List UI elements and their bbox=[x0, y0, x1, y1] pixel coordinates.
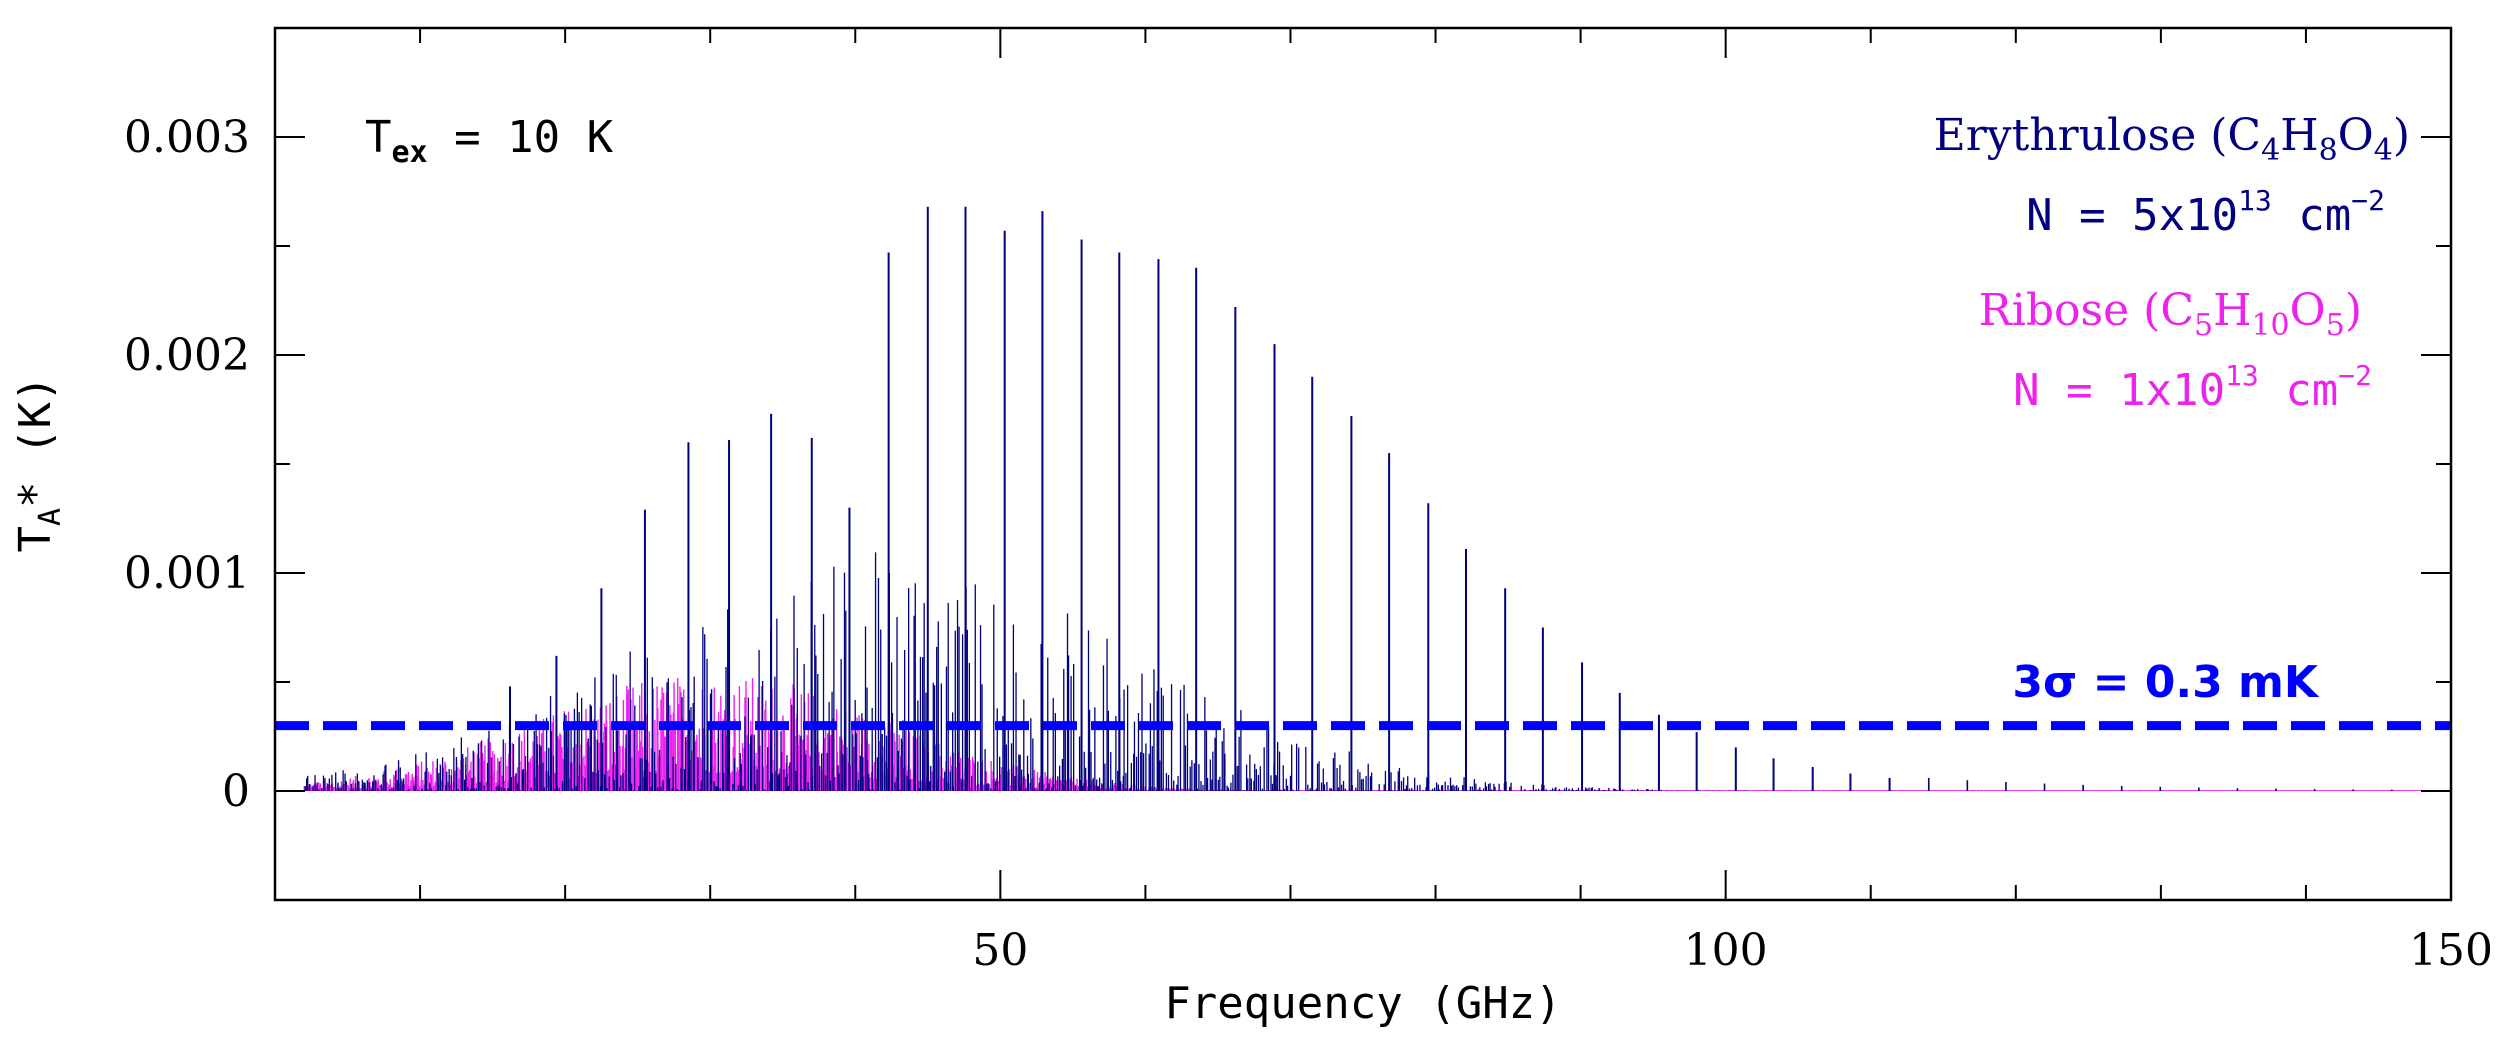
rib-n-exp: 13 bbox=[2225, 359, 2259, 392]
y-axis-title: TA* (K) bbox=[10, 375, 68, 552]
tex-sub: ex bbox=[392, 135, 428, 170]
legend-ribose-density: N = 1x1013 cm−2 bbox=[2013, 359, 2372, 416]
x-axis-title: Frequency (GHz) bbox=[1164, 978, 1561, 1029]
legend-ribose-name: Ribose (C5H10O5) bbox=[1979, 285, 2362, 343]
y-tick-label: 0.002 bbox=[124, 330, 250, 381]
ery-f-o: O bbox=[2338, 110, 2374, 161]
y-axis-title-sub: A bbox=[33, 508, 68, 526]
rib-f-s1: 5 bbox=[2194, 308, 2213, 343]
excitation-temperature-label: Tex = 10 K bbox=[365, 112, 614, 170]
y-axis-title-t: T bbox=[10, 526, 61, 553]
tex-rest: = 10 K bbox=[428, 112, 614, 163]
ery-f-s3: 4 bbox=[2374, 133, 2393, 168]
ery-f-open: (C bbox=[2210, 110, 2261, 161]
y-tick-label: 0.003 bbox=[124, 112, 250, 163]
rib-f-close: ) bbox=[2345, 285, 2362, 336]
x-tick-label: 150 bbox=[2409, 925, 2493, 976]
legend-erythrulose-density: N = 5x1013 cm−2 bbox=[2026, 184, 2385, 241]
ery-n-unit: cm bbox=[2272, 190, 2351, 241]
ery-n-pre: N = 5x10 bbox=[2026, 190, 2238, 241]
y-axis-title-rest: * (K) bbox=[10, 375, 61, 507]
ery-f-h: H bbox=[2280, 110, 2318, 161]
ery-f-s2: 8 bbox=[2319, 133, 2338, 168]
threshold-rest: = 0.3 mK bbox=[2077, 657, 2320, 708]
rib-n-unit: cm bbox=[2259, 365, 2338, 416]
tex-t: T bbox=[365, 112, 392, 163]
rib-f-s3: 5 bbox=[2326, 308, 2345, 343]
ery-n-unit-exp: −2 bbox=[2351, 184, 2385, 217]
axis-ticks bbox=[275, 27, 2451, 901]
ery-f-close: ) bbox=[2393, 110, 2410, 161]
legend-erythrulose-name: Erythrulose (C4H8O4) bbox=[1934, 110, 2410, 168]
axis-tick-labels: 50 100 150 0 0.001 0.002 0.003 bbox=[124, 112, 2493, 976]
rib-f-s2: 10 bbox=[2251, 308, 2289, 343]
rib-name-text: Ribose bbox=[1979, 285, 2129, 336]
ery-name-text: Erythrulose bbox=[1934, 110, 2197, 161]
ery-n-exp: 13 bbox=[2238, 184, 2272, 217]
rib-f-open: (C bbox=[2143, 285, 2194, 336]
x-tick-label: 50 bbox=[972, 925, 1028, 976]
rib-n-pre: N = 1x10 bbox=[2013, 365, 2225, 416]
rib-n-unit-exp: −2 bbox=[2338, 359, 2372, 392]
x-tick-label: 100 bbox=[1684, 925, 1768, 976]
rib-f-o: O bbox=[2290, 285, 2326, 336]
threshold-sigma: 3σ bbox=[2012, 657, 2077, 708]
y-tick-label: 0.001 bbox=[124, 548, 250, 599]
y-tick-label: 0 bbox=[222, 766, 250, 817]
ery-f-s1: 4 bbox=[2261, 133, 2280, 168]
rib-f-h: H bbox=[2213, 285, 2251, 336]
threshold-label: 3σ = 0.3 mK bbox=[2012, 657, 2320, 708]
